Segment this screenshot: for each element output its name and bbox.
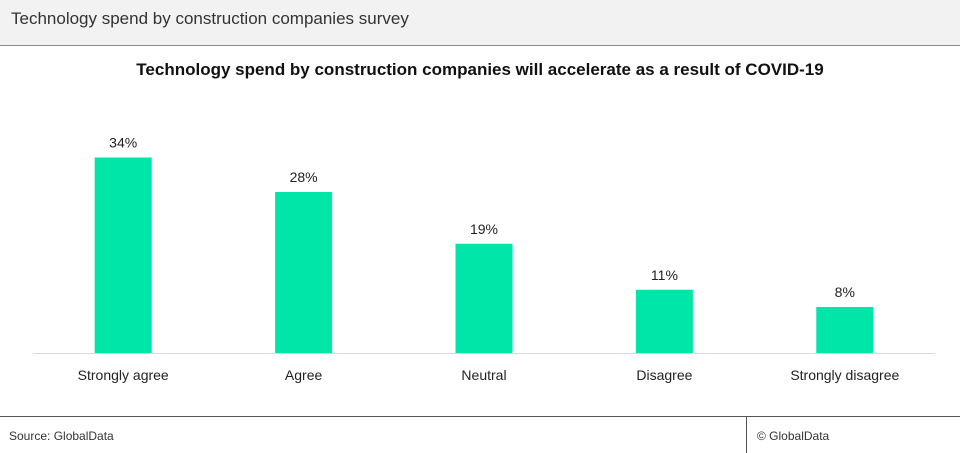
- category-label: Disagree: [636, 367, 692, 383]
- header-bar: Technology spend by construction compani…: [0, 0, 960, 46]
- data-label: 8%: [835, 284, 855, 300]
- bar: [635, 289, 693, 353]
- footer: Source: GlobalData © GlobalData: [0, 416, 960, 453]
- data-label: 34%: [109, 135, 137, 151]
- page-title: Technology spend by construction compani…: [11, 9, 409, 28]
- bar: [94, 157, 152, 353]
- category-label: Strongly agree: [78, 367, 169, 383]
- footer-divider: [746, 417, 747, 453]
- bar: [816, 307, 874, 353]
- bar-chart: 34% Strongly agree 28% Agree 19% Neutral 11% Di…: [33, 135, 935, 383]
- bar: [455, 243, 513, 353]
- chart-title: Technology spend by construction compani…: [136, 60, 824, 79]
- category-label: Strongly disagree: [790, 367, 899, 383]
- source-text: Source: GlobalData: [9, 429, 114, 443]
- data-label: 28%: [290, 169, 318, 185]
- category-label: Neutral: [461, 367, 506, 383]
- data-label: 11%: [651, 267, 678, 283]
- copyright-text: © GlobalData: [757, 429, 830, 443]
- data-label: 19%: [470, 221, 498, 237]
- category-label: Agree: [285, 367, 323, 383]
- bar: [275, 192, 333, 353]
